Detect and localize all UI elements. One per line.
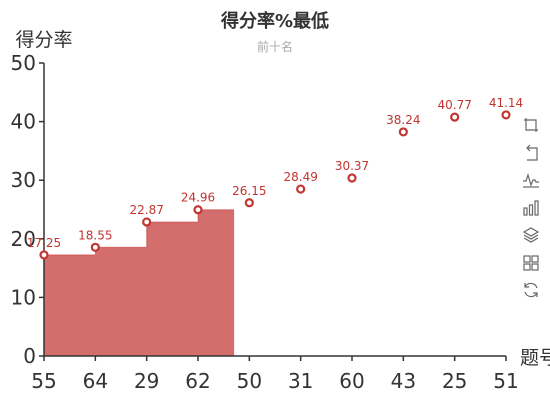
data-point: [398, 127, 408, 137]
chart-title: 得分率%最低: [220, 10, 329, 32]
x-tick-label: 29: [134, 369, 159, 393]
data-point: [90, 242, 100, 252]
x-tick-label: 25: [442, 369, 467, 393]
y-tick-label: 0: [23, 344, 36, 368]
data-point: [450, 112, 460, 122]
y-tick-label: 30: [11, 168, 36, 192]
data-point: [39, 250, 49, 260]
data-point: [244, 198, 254, 208]
zoom-icon[interactable]: [522, 116, 540, 134]
y-tick-label: 20: [11, 227, 36, 251]
data-point: [142, 217, 152, 227]
data-label: 18.55: [78, 228, 112, 242]
x-tick-label: 51: [493, 369, 518, 393]
line-type-icon[interactable]: [522, 171, 540, 189]
data-label: 40.77: [437, 98, 471, 112]
stack-icon[interactable]: [522, 226, 540, 244]
zoom-reset-icon[interactable]: [522, 144, 540, 162]
x-tick-label: 43: [391, 369, 416, 393]
x-axis-name: 题号: [520, 347, 550, 369]
toolbox: [522, 116, 546, 309]
y-tick-label: 50: [11, 51, 36, 75]
plot-area: 0 10 20 30 40 50 55 64 29 62 50 31 60 43 25 51 17.25 18.5…: [11, 51, 524, 393]
data-point: [296, 184, 306, 194]
data-label: 28.49: [283, 170, 317, 184]
x-tick-label: 31: [288, 369, 313, 393]
data-point: [347, 173, 357, 183]
y-tick-label: 40: [11, 110, 36, 134]
data-label: 26.15: [232, 184, 266, 198]
data-label: 41.14: [489, 96, 523, 110]
restore-icon[interactable]: [522, 281, 540, 299]
bar-type-icon[interactable]: [522, 199, 540, 217]
data-label: 22.87: [129, 203, 163, 217]
x-tick-label: 50: [237, 369, 262, 393]
y-axis-name: 得分率: [15, 29, 72, 51]
data-point: [501, 110, 511, 120]
y-tick-label: 10: [11, 285, 36, 309]
x-tick-label: 60: [339, 369, 364, 393]
data-label: 38.24: [386, 113, 420, 127]
tiled-icon[interactable]: [522, 254, 540, 272]
chart-subtitle: 前十名: [257, 39, 293, 54]
data-label: 30.37: [335, 159, 369, 173]
x-tick-label: 55: [31, 369, 56, 393]
data-label: 24.96: [181, 191, 215, 205]
x-tick-label: 62: [185, 369, 210, 393]
data-point: [193, 205, 203, 215]
step-area: [43, 209, 235, 357]
x-tick-label: 64: [83, 369, 108, 393]
data-label: 17.25: [27, 236, 61, 250]
